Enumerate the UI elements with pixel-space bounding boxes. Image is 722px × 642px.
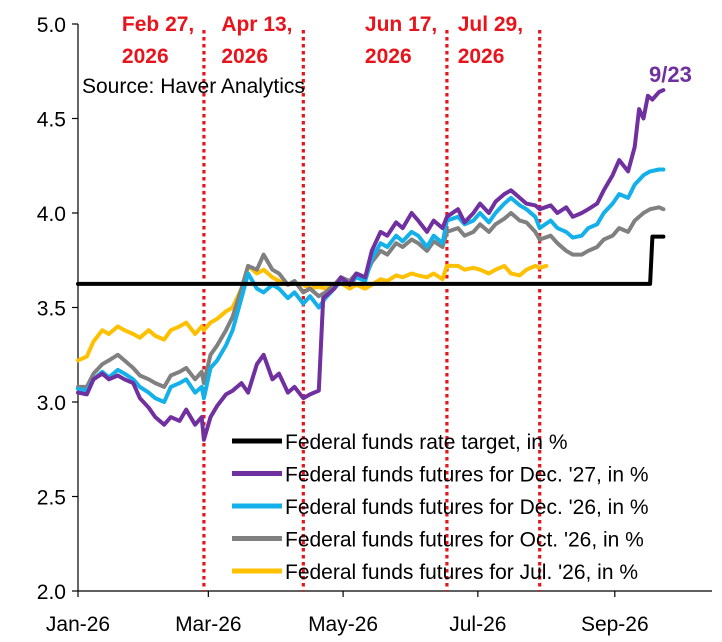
event-label-date: Jun 17,	[365, 13, 437, 36]
legend-label: Federal funds futures for Dec. '27, in %	[285, 464, 649, 487]
event-label-year: 2026	[458, 45, 505, 68]
end-date-label: 9/23	[649, 62, 692, 87]
event-label-date: Feb 27,	[122, 13, 194, 36]
y-tick-label: 2.0	[37, 581, 66, 604]
event-label-year: 2026	[221, 45, 268, 68]
y-tick-label: 4.0	[37, 203, 66, 226]
y-tick-label: 3.5	[37, 298, 66, 321]
event-label-year: 2026	[365, 45, 412, 68]
x-tick-label: May-26	[308, 613, 378, 636]
event-markers: Feb 27, 2026 Apr 13, 2026 Jun 17, 2026 Jul 29,…	[122, 13, 542, 591]
legend-label: Federal funds futures for Oct. '26, in %	[285, 529, 644, 552]
axes: 5.0 4.5 4.0 3.5 3.0 2.5 2.0 Jan-26 Mar-26 May-26 J…	[37, 14, 712, 636]
series-line-federal-funds-futures-for-dec-27-in	[76, 88, 666, 442]
y-tick-label: 5.0	[37, 14, 66, 37]
x-tick-label: Sep-26	[581, 613, 649, 636]
series-lines	[76, 88, 666, 442]
series-line-federal-funds-rate-target-in	[76, 234, 666, 286]
event-label-date: Jul 29,	[458, 13, 523, 36]
y-tick-label: 4.5	[37, 109, 66, 132]
legend-label: Federal funds futures for Dec. '26, in %	[285, 496, 649, 519]
legend: Federal funds rate target, in % Federal f…	[232, 431, 649, 584]
event-label-date: Apr 13,	[221, 13, 292, 36]
x-tick-label: Jan-26	[46, 613, 110, 636]
source-note: Source: Haver Analytics	[82, 75, 305, 98]
y-tick-label: 2.5	[37, 487, 66, 510]
legend-label: Federal funds rate target, in %	[285, 431, 568, 454]
x-tick-label: Mar-26	[175, 613, 242, 636]
legend-label: Federal funds futures for Jul. '26, in %	[285, 561, 638, 584]
y-tick-label: 3.0	[37, 392, 66, 415]
x-tick-label: Jul-26	[449, 613, 506, 636]
event-label-year: 2026	[122, 45, 169, 68]
